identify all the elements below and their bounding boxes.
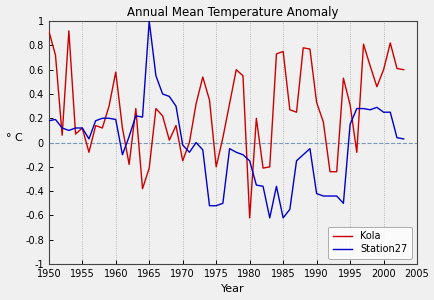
Y-axis label: ° C: ° C [6,133,22,142]
Kola [260,166,265,170]
Station27 [260,184,265,188]
Kola [400,68,405,71]
Kola [240,74,245,78]
Station27 [106,116,112,120]
Station27 [247,159,252,163]
Station27 [273,184,279,188]
Kola [180,159,185,163]
Station27 [400,137,405,141]
Station27 [266,216,272,220]
Line: Kola: Kola [49,31,403,218]
Kola [247,216,252,220]
Legend: Kola, Station27: Kola, Station27 [327,226,411,259]
Kola [266,165,272,169]
Line: Station27: Station27 [49,21,403,218]
X-axis label: Year: Year [220,284,244,294]
Kola [106,104,112,108]
Station27 [146,19,151,23]
Kola [293,110,299,114]
Title: Annual Mean Temperature Anomaly: Annual Mean Temperature Anomaly [127,6,338,19]
Kola [46,29,51,33]
Station27 [186,151,191,154]
Station27 [46,119,51,122]
Station27 [300,153,305,157]
